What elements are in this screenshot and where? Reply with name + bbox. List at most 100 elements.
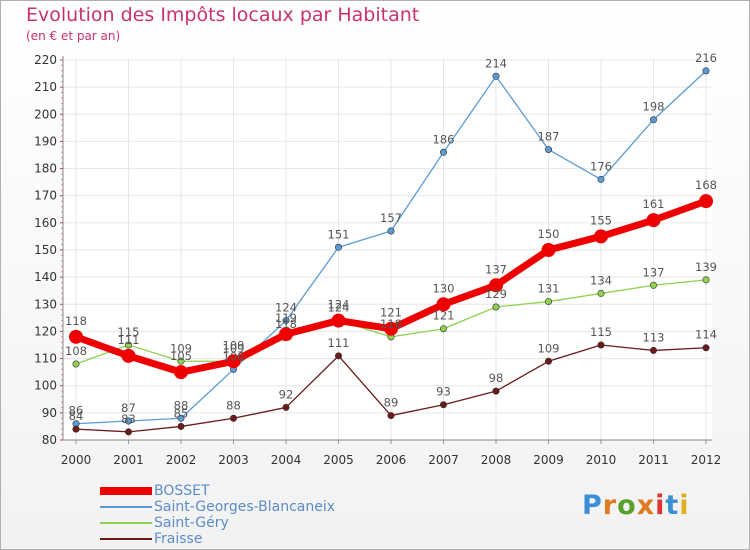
logo-letter: i bbox=[655, 490, 666, 521]
data-point bbox=[72, 425, 80, 433]
x-tick-label: 2005 bbox=[323, 453, 354, 467]
x-tick-label: 2002 bbox=[166, 453, 197, 467]
data-label: 106 bbox=[223, 349, 245, 363]
data-label: 113 bbox=[643, 330, 665, 344]
x-tick-label: 2011 bbox=[638, 453, 669, 467]
y-tick-label: 190 bbox=[34, 134, 57, 148]
data-label: 92 bbox=[279, 387, 294, 401]
data-point bbox=[125, 428, 133, 436]
data-label: 118 bbox=[65, 314, 87, 328]
data-label: 131 bbox=[538, 282, 560, 296]
data-point bbox=[544, 146, 552, 154]
data-label: 85 bbox=[174, 406, 189, 420]
data-label: 137 bbox=[643, 265, 665, 279]
data-label: 109 bbox=[170, 341, 192, 355]
data-label: 105 bbox=[170, 349, 192, 363]
x-tick-label: 2012 bbox=[691, 453, 722, 467]
data-point bbox=[282, 317, 290, 325]
data-point bbox=[492, 303, 500, 311]
data-label: 98 bbox=[489, 371, 504, 385]
y-tick-label: 130 bbox=[34, 297, 57, 311]
x-tick-label: 2009 bbox=[533, 453, 564, 467]
data-point bbox=[649, 281, 657, 289]
x-tick-label: 2001 bbox=[113, 453, 144, 467]
legend-swatch bbox=[100, 522, 152, 524]
data-point bbox=[699, 194, 713, 209]
data-label: 157 bbox=[380, 211, 402, 225]
y-tick-label: 150 bbox=[34, 243, 57, 257]
data-label: 119 bbox=[275, 311, 297, 325]
data-label: 93 bbox=[436, 385, 451, 399]
chart-title: Evolution des Impôts locaux par Habitant bbox=[26, 4, 420, 26]
data-point bbox=[439, 148, 447, 156]
legend-label: Fraisse bbox=[154, 531, 203, 547]
data-label: 186 bbox=[433, 132, 455, 146]
data-label: 168 bbox=[695, 178, 717, 192]
data-point bbox=[439, 325, 447, 333]
line-chart: 8090100110120130140150160170180190200210… bbox=[34, 51, 722, 467]
data-label: 139 bbox=[695, 260, 717, 274]
data-label: 121 bbox=[380, 306, 402, 320]
data-point bbox=[334, 352, 342, 360]
data-label: 111 bbox=[328, 336, 350, 350]
data-point bbox=[439, 401, 447, 409]
data-point bbox=[72, 360, 80, 368]
data-label: 109 bbox=[223, 341, 245, 355]
data-point bbox=[649, 346, 657, 354]
y-tick-label: 120 bbox=[34, 324, 57, 338]
data-label: 89 bbox=[384, 396, 399, 410]
data-label: 86 bbox=[69, 404, 84, 418]
data-label: 214 bbox=[485, 56, 507, 70]
logo-letter: r bbox=[602, 490, 618, 521]
data-label: 108 bbox=[65, 344, 87, 358]
x-tick-label: 2000 bbox=[61, 453, 92, 467]
data-label: 111 bbox=[118, 333, 140, 347]
logo-letter: o bbox=[617, 490, 637, 521]
data-point bbox=[597, 175, 605, 183]
data-label: 124 bbox=[275, 301, 297, 315]
data-label: 134 bbox=[590, 273, 612, 287]
data-label: 109 bbox=[538, 341, 560, 355]
data-label: 118 bbox=[380, 317, 402, 331]
data-label: 198 bbox=[643, 100, 665, 114]
x-tick-label: 2010 bbox=[586, 453, 617, 467]
data-label: 137 bbox=[485, 262, 507, 276]
data-label: 84 bbox=[69, 409, 84, 423]
x-tick-label: 2003 bbox=[218, 453, 249, 467]
data-point bbox=[334, 243, 342, 251]
data-point bbox=[436, 297, 451, 312]
data-label: 114 bbox=[695, 328, 717, 342]
data-point bbox=[387, 412, 395, 420]
data-point bbox=[125, 417, 133, 425]
data-label: 88 bbox=[226, 398, 241, 412]
x-tick-label: 2004 bbox=[271, 453, 302, 467]
data-point bbox=[492, 72, 500, 80]
data-label: 118 bbox=[275, 317, 297, 331]
data-point bbox=[702, 276, 710, 284]
data-label: 115 bbox=[590, 325, 612, 339]
data-point bbox=[387, 227, 395, 235]
data-point bbox=[331, 313, 346, 328]
data-point bbox=[177, 414, 185, 422]
y-tick-label: 200 bbox=[34, 107, 57, 121]
legend-swatch bbox=[100, 538, 152, 540]
logo-letter: t bbox=[665, 490, 680, 521]
data-label: 187 bbox=[538, 130, 560, 144]
data-label: 88 bbox=[174, 398, 189, 412]
legend-label: Saint-Georges-Blancaneix bbox=[154, 499, 336, 515]
data-label: 161 bbox=[643, 197, 665, 211]
data-label: 129 bbox=[485, 287, 507, 301]
y-tick-label: 140 bbox=[34, 270, 57, 284]
data-point bbox=[702, 67, 710, 75]
y-tick-label: 210 bbox=[34, 80, 57, 94]
data-label: 216 bbox=[695, 51, 717, 65]
legend-swatch bbox=[100, 487, 152, 495]
x-tick-label: 2008 bbox=[481, 453, 512, 467]
x-tick-label: 2006 bbox=[376, 453, 407, 467]
data-label: 151 bbox=[328, 227, 350, 241]
data-point bbox=[544, 357, 552, 365]
plot-area bbox=[63, 58, 712, 440]
data-point bbox=[230, 414, 238, 422]
data-label: 150 bbox=[538, 227, 560, 241]
y-tick-label: 90 bbox=[42, 406, 57, 420]
